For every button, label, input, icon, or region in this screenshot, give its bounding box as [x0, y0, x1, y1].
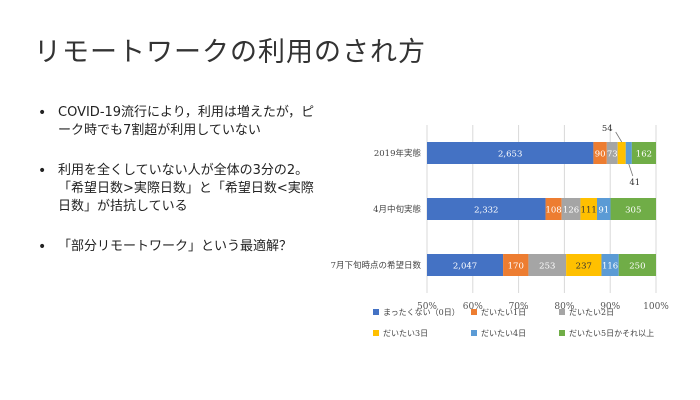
bar-segment: [580, 198, 597, 220]
bullet-item: 「部分リモートワーク」という最適解？: [32, 238, 322, 256]
data-label: 2,653: [498, 150, 522, 160]
chart: 50% 60% 70% 80% 90% 100% 2019年実態 2,653 90 73 54 41 1…: [325, 115, 685, 365]
bar-segment: [427, 142, 594, 164]
bar-segment: [593, 142, 607, 164]
legend-swatch: [471, 330, 477, 336]
bar-segment: [561, 198, 581, 220]
bar-segment: [606, 142, 618, 164]
legend-swatch: [373, 330, 379, 336]
legend-label: だいたい1日: [481, 308, 526, 317]
data-label: 250: [629, 262, 645, 272]
x-tick-label: 70%: [509, 302, 529, 312]
bar-segment: [618, 254, 656, 276]
legend-label: だいたい2日: [569, 308, 614, 317]
y-category-label: 4月中旬実態: [373, 204, 421, 215]
bullet-list: COVID-19流行により，利用は増えたが，ピーク時でも7割超が利用していない …: [32, 104, 322, 278]
data-label: 2,047: [453, 262, 477, 272]
data-label: 253: [539, 262, 555, 272]
data-label: 305: [625, 206, 641, 216]
data-label: 170: [508, 262, 524, 272]
x-tick-label: 80%: [554, 302, 574, 312]
data-label: 91: [598, 206, 609, 216]
data-label: 41: [629, 178, 640, 188]
bar-segment: [601, 254, 619, 276]
slide-title: リモートワークの利用のされ方: [34, 37, 426, 68]
leader-line: [628, 163, 634, 177]
y-category-label: 7月下旬時点の希望日数: [331, 260, 422, 271]
legend-label: だいたい5日かそれ以上: [569, 329, 654, 338]
bar-segment: [610, 198, 656, 220]
data-label: 111: [581, 206, 597, 216]
bar-segment: [427, 254, 504, 276]
data-label: 162: [636, 150, 652, 160]
bullet-item: COVID-19流行により，利用は増えたが，ピーク時でも7割超が利用していない: [32, 104, 322, 140]
data-label: 54: [602, 124, 613, 134]
legend-swatch: [559, 330, 565, 336]
data-label: 116: [602, 262, 618, 272]
stacked-bar-chart: 50% 60% 70% 80% 90% 100% 2019年実態 2,653 90 73 54 41 1…: [331, 124, 670, 338]
data-label: 2,332: [474, 206, 498, 216]
legend-label: まったくない（0日）: [383, 308, 460, 317]
y-category-label: 2019年実態: [374, 148, 421, 159]
bar-segment: [631, 142, 656, 164]
legend-label: だいたい3日: [383, 329, 428, 338]
data-label: 108: [545, 206, 561, 216]
bar-segment: [503, 254, 529, 276]
legend-swatch: [559, 309, 565, 315]
x-tick-label: 100%: [643, 302, 669, 312]
x-tick-label: 60%: [463, 302, 483, 312]
data-label: 126: [563, 206, 579, 216]
legend-label: だいたい4日: [481, 329, 526, 338]
data-label: 237: [576, 262, 592, 272]
bar-segment: [545, 198, 562, 220]
bar-segment: [617, 142, 626, 164]
legend-swatch: [373, 309, 379, 315]
leader-line: [615, 131, 623, 143]
x-tick-label: 90%: [600, 302, 620, 312]
legend-swatch: [471, 309, 477, 315]
bar-segment: [427, 198, 546, 220]
bar-segment: [528, 254, 567, 276]
data-label: 73: [607, 150, 618, 160]
bar-segment: [625, 142, 632, 164]
x-tick-label: 50%: [417, 302, 437, 312]
data-label: 90: [595, 150, 606, 160]
bar-segment: [596, 198, 611, 220]
bar-segment: [566, 254, 602, 276]
bullet-item: 利用を全くしていない人が全体の3分の2。「希望日数>実際日数」と「希望日数<実際…: [32, 162, 322, 216]
